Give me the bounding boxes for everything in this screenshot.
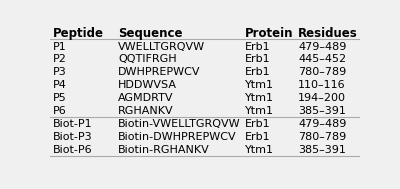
Text: 479–489: 479–489 [298,119,346,129]
Text: Biot-P3: Biot-P3 [53,132,93,142]
Text: AGMDRTV: AGMDRTV [118,93,174,103]
Text: Ytm1: Ytm1 [245,93,274,103]
Text: Erb1: Erb1 [245,67,271,77]
Text: 110–116: 110–116 [298,80,346,90]
Text: Peptide: Peptide [53,27,104,40]
Text: P3: P3 [53,67,67,77]
Text: RGHANKV: RGHANKV [118,106,174,116]
Text: P4: P4 [53,80,67,90]
Text: Protein: Protein [245,27,294,40]
Text: DWHPREPWCV: DWHPREPWCV [118,67,201,77]
Text: Biot-P6: Biot-P6 [53,145,93,155]
Text: Ytm1: Ytm1 [245,145,274,155]
Text: Biotin-VWELLTGRQVW: Biotin-VWELLTGRQVW [118,119,241,129]
Text: 385–391: 385–391 [298,145,346,155]
Text: Ytm1: Ytm1 [245,80,274,90]
Text: QQTIFRGH: QQTIFRGH [118,54,177,64]
Text: Erb1: Erb1 [245,119,271,129]
Text: 479–489: 479–489 [298,42,346,52]
Text: Biotin-DWHPREPWCV: Biotin-DWHPREPWCV [118,132,237,142]
Text: Ytm1: Ytm1 [245,106,274,116]
Text: VWELLTGRQVW: VWELLTGRQVW [118,42,205,52]
Text: HDDWVSA: HDDWVSA [118,80,177,90]
Text: P6: P6 [53,106,67,116]
Text: P1: P1 [53,42,67,52]
Text: P2: P2 [53,54,67,64]
Text: 780–789: 780–789 [298,67,346,77]
Text: Biot-P1: Biot-P1 [53,119,93,129]
Text: P5: P5 [53,93,67,103]
Text: Biotin-RGHANKV: Biotin-RGHANKV [118,145,210,155]
Text: Erb1: Erb1 [245,132,271,142]
Text: Erb1: Erb1 [245,54,271,64]
Text: Erb1: Erb1 [245,42,271,52]
Text: 445–452: 445–452 [298,54,346,64]
Text: Residues: Residues [298,27,358,40]
Text: Sequence: Sequence [118,27,183,40]
Text: 385–391: 385–391 [298,106,346,116]
Text: 780–789: 780–789 [298,132,346,142]
Text: 194–200: 194–200 [298,93,346,103]
